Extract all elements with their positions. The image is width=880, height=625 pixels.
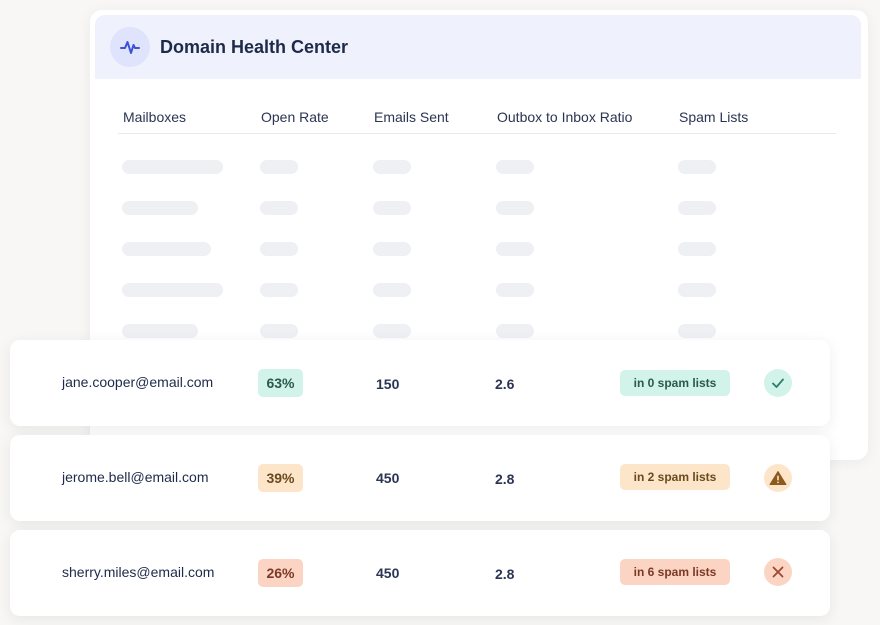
emails-sent-value: 150 [376,376,400,392]
ratio-value: 2.8 [495,471,515,487]
skeleton-bar [496,242,534,256]
skeleton-bar [260,283,298,297]
mailbox-email: jane.cooper@email.com [62,374,214,390]
skeleton-bar [373,201,411,215]
skeleton-bar [122,160,223,174]
skeleton-bar [496,160,534,174]
check-icon [764,369,792,397]
mailbox-email: jerome.bell@email.com [62,469,209,485]
skeleton-bar [373,324,411,338]
skeleton-bar [373,242,411,256]
skeleton-bar [678,201,716,215]
spam-lists-badge: in 0 spam lists [620,370,730,396]
skeleton-bar [496,201,534,215]
skeleton-bar [260,160,298,174]
column-header-open-rate: Open Rate [261,109,329,125]
spam-lists-badge: in 2 spam lists [620,464,730,490]
skeleton-bar [122,324,198,338]
activity-pulse-icon [110,27,150,67]
mailbox-row-card[interactable]: jane.cooper@email.com 63% 150 2.6 in 0 s… [10,340,830,426]
skeleton-bar [122,201,198,215]
ratio-value: 2.8 [495,566,515,582]
mailbox-email: sherry.miles@email.com [62,564,215,580]
skeleton-bar [373,160,411,174]
open-rate-badge: 39% [258,464,303,492]
skeleton-bar [260,324,298,338]
skeleton-bar [260,201,298,215]
error-x-icon [764,558,792,586]
column-header-spam-lists: Spam Lists [679,109,749,125]
skeleton-bar [678,324,716,338]
open-rate-badge: 63% [258,369,303,397]
skeleton-bar [122,242,211,256]
column-header-ratio: Outbox to Inbox Ratio [497,109,633,125]
column-header-emails-sent: Emails Sent [374,109,449,125]
warning-icon [764,464,792,492]
skeleton-bar [373,283,411,297]
skeleton-bar [122,283,223,297]
skeleton-bar [496,324,534,338]
emails-sent-value: 450 [376,565,400,581]
mailbox-row-card[interactable]: jerome.bell@email.com 39% 450 2.8 in 2 s… [10,435,830,521]
panel-header: Domain Health Center [95,15,861,79]
skeleton-bar [496,283,534,297]
mailbox-row-card[interactable]: sherry.miles@email.com 26% 450 2.8 in 6 … [10,530,830,616]
skeleton-bar [678,242,716,256]
skeleton-bar [678,160,716,174]
emails-sent-value: 450 [376,470,400,486]
skeleton-bar [678,283,716,297]
panel-title: Domain Health Center [160,37,349,57]
header-divider [118,133,836,134]
spam-lists-badge: in 6 spam lists [620,559,730,585]
open-rate-badge: 26% [258,559,303,587]
column-header-mailboxes: Mailboxes [123,109,187,125]
ratio-value: 2.6 [495,376,515,392]
skeleton-bar [260,242,298,256]
